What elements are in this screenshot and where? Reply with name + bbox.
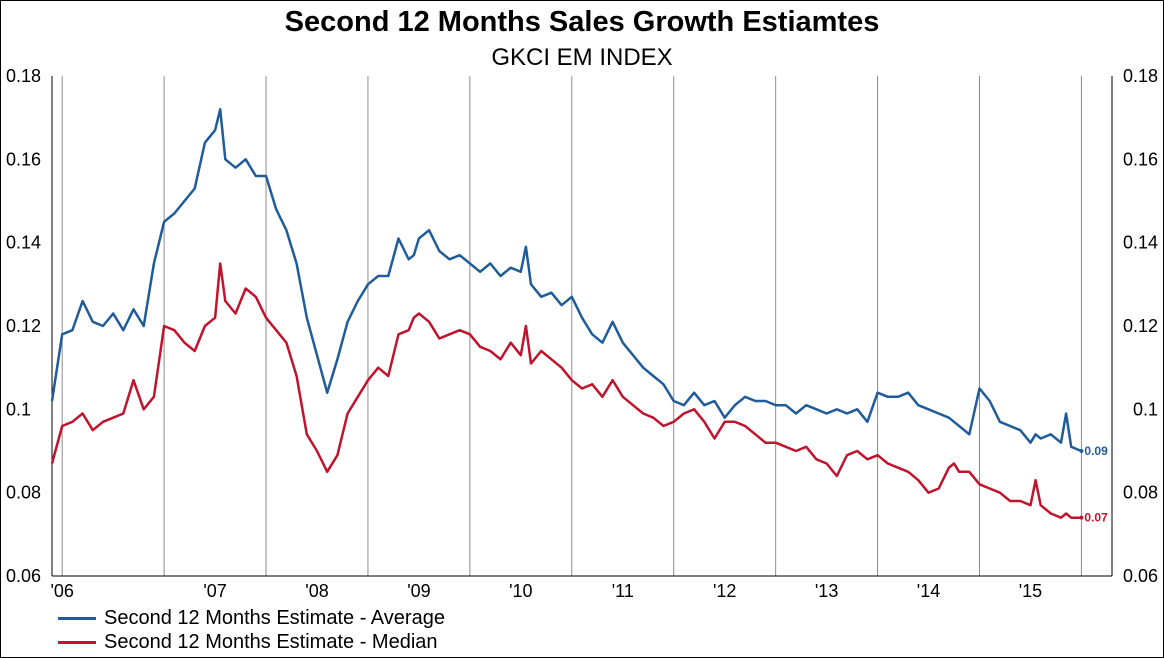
legend-item-average: Second 12 Months Estimate - Average [58, 606, 445, 630]
y-tick-label-left: 0.06 [6, 566, 41, 586]
y-tick-label-left: 0.12 [6, 316, 41, 336]
x-tick-label: '12 [713, 581, 736, 601]
x-tick-label: '14 [917, 581, 940, 601]
y-tick-label-left: 0.16 [6, 149, 41, 169]
x-tick-label: '15 [1019, 581, 1042, 601]
chart-title: Second 12 Months Sales Growth Estiamtes [284, 6, 880, 38]
series-line-median [50, 262, 1082, 519]
series-end-marker [1079, 515, 1084, 520]
series-end-marker [1079, 449, 1084, 453]
x-tick-label: '11 [612, 581, 634, 601]
y-tick-label-right: 0.18 [1123, 66, 1158, 86]
y-tick-label-left: 0.1 [6, 399, 31, 419]
y-tick-label-right: 0.1 [1133, 399, 1158, 419]
series-end-label: 0.09 [1084, 444, 1108, 458]
legend-swatch-median [58, 640, 96, 644]
x-tick-label: '13 [815, 581, 838, 601]
legend-item-median: Second 12 Months Estimate - Median [58, 630, 445, 654]
legend-label-median: Second 12 Months Estimate - Median [104, 630, 438, 653]
series-end-label: 0.07 [1084, 511, 1108, 525]
y-tick-label-left: 0.14 [6, 233, 41, 253]
legend: Second 12 Months Estimate - Average Seco… [58, 606, 445, 654]
y-tick-label-left: 0.18 [6, 66, 41, 86]
y-tick-label-left: 0.08 [6, 483, 41, 503]
y-tick-label-right: 0.14 [1123, 233, 1158, 253]
x-tick-label: '07 [203, 581, 226, 601]
x-tick-label: '08 [305, 581, 328, 601]
series-line-average [50, 108, 1082, 453]
x-tick-label: '09 [407, 581, 430, 601]
legend-label-average: Second 12 Months Estimate - Average [104, 606, 445, 629]
y-tick-label-right: 0.12 [1123, 316, 1158, 336]
chart-subtitle: GKCI EM INDEX [491, 44, 673, 71]
y-tick-label-right: 0.08 [1123, 483, 1158, 503]
y-tick-label-right: 0.16 [1123, 149, 1158, 169]
x-tick-label: '06 [50, 581, 73, 601]
x-tick-label: '10 [509, 581, 532, 601]
legend-swatch-average [58, 616, 96, 620]
y-tick-label-right: 0.06 [1123, 566, 1158, 586]
